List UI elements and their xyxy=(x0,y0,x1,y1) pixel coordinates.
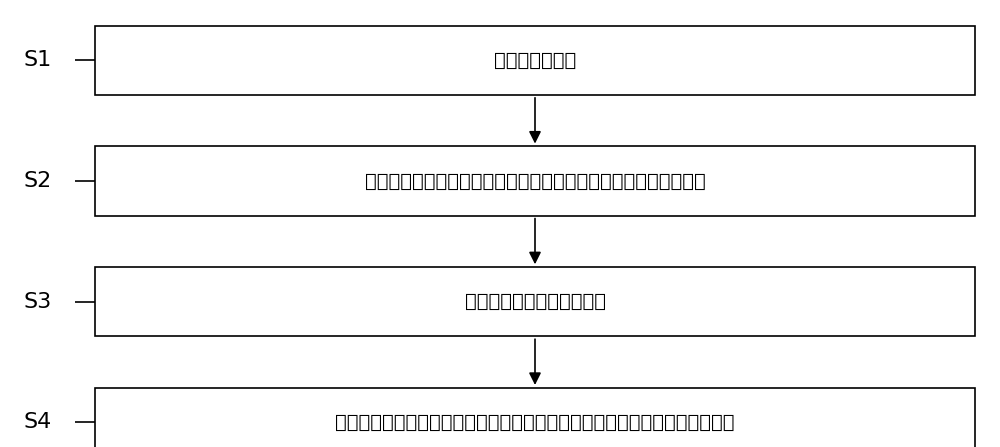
Text: S3: S3 xyxy=(24,292,52,312)
Text: 获取源代码文本: 获取源代码文本 xyxy=(494,51,576,70)
Bar xyxy=(95,147,975,216)
Text: S2: S2 xyxy=(24,171,52,191)
Text: S4: S4 xyxy=(24,413,52,432)
Bar xyxy=(95,25,975,95)
Text: 对源代码文本进行转换，以得到源代码文本对应的原始抽象语法树: 对源代码文本进行转换，以得到源代码文本对应的原始抽象语法树 xyxy=(365,172,705,190)
Bar xyxy=(95,267,975,337)
Text: 对精简后的原始抽象语法树进行遍历编码，以得到源代码文本的编码序列表示: 对精简后的原始抽象语法树进行遍历编码，以得到源代码文本的编码序列表示 xyxy=(335,413,735,432)
Bar xyxy=(95,388,975,447)
Text: 对原始抽象语法树进行精简: 对原始抽象语法树进行精简 xyxy=(464,292,606,311)
Text: S1: S1 xyxy=(24,51,52,70)
